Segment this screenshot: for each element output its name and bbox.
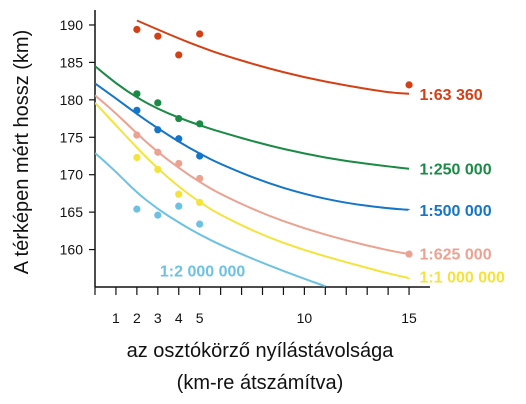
series-curve-163360 xyxy=(136,19,410,95)
data-point-1500000 xyxy=(175,135,183,143)
x-tick-label: 4 xyxy=(175,310,183,326)
data-point-163360 xyxy=(405,81,413,89)
x-tick-label: 3 xyxy=(154,310,162,326)
data-point-11000000 xyxy=(175,190,183,198)
series-curve-12000000 xyxy=(95,152,326,287)
y-tick-label: 190 xyxy=(60,17,84,33)
x-tick-label: 2 xyxy=(133,310,141,326)
data-point-1250000 xyxy=(133,90,141,98)
series-curve-11000000 xyxy=(95,102,411,280)
data-point-163360 xyxy=(175,51,183,59)
data-point-1625000 xyxy=(405,250,413,258)
y-tick-label: 165 xyxy=(60,204,84,220)
series-curve-1500000 xyxy=(95,82,411,211)
x-axis-label-units: (km-re átszámítva) xyxy=(177,372,344,394)
data-point-163360 xyxy=(133,25,141,34)
series-points xyxy=(133,25,413,258)
data-point-12000000 xyxy=(175,202,183,210)
y-tick-label: 185 xyxy=(60,54,84,70)
data-point-1500000 xyxy=(196,152,204,160)
x-tick-label: 10 xyxy=(297,310,313,326)
data-point-11000000 xyxy=(154,165,162,174)
data-point-1625000 xyxy=(154,148,162,156)
axes xyxy=(94,10,430,288)
x-tick-label: 15 xyxy=(401,310,417,326)
x-axis-label: az osztókörző nyílástávolsága xyxy=(127,340,395,362)
data-point-1250000 xyxy=(175,114,183,123)
series-curves xyxy=(95,19,411,287)
y-axis-label: A térképen mért hossz (km) xyxy=(11,30,33,275)
y-tick-label: 175 xyxy=(60,129,84,145)
series-label-163360: 1:63 360 xyxy=(420,87,483,104)
data-point-11000000 xyxy=(196,198,204,207)
x-ticks: 1 2 3 4 5 10 15 xyxy=(94,287,417,326)
data-point-11000000 xyxy=(133,153,141,162)
data-point-1625000 xyxy=(196,174,204,183)
data-point-12000000 xyxy=(133,205,141,213)
series-label-12000000: 1:2 000 000 xyxy=(160,264,246,281)
data-point-12000000 xyxy=(196,220,204,228)
data-point-1250000 xyxy=(196,120,204,128)
series-labels: 1:63 360 1:250 000 1:500 000 1:625 000 1:1 0… xyxy=(160,87,505,287)
data-point-12000000 xyxy=(154,211,162,219)
y-tick-label: 170 xyxy=(60,167,84,183)
y-tick-label: 160 xyxy=(60,242,84,258)
data-point-1250000 xyxy=(154,99,162,107)
series-label-1625000: 1:625 000 xyxy=(420,246,492,263)
series-label-1250000: 1:250 000 xyxy=(420,162,492,179)
data-point-1625000 xyxy=(175,159,183,168)
series-label-11000000: 1:1 000 000 xyxy=(420,270,506,287)
series-label-1500000: 1:500 000 xyxy=(420,203,492,220)
data-point-1500000 xyxy=(133,106,141,114)
y-ticks: 160 165 170 175 180 185 190 xyxy=(60,17,95,258)
x-tick-label: 5 xyxy=(196,310,204,326)
data-point-1625000 xyxy=(133,131,141,139)
series-curve-1625000 xyxy=(95,94,410,256)
data-point-1500000 xyxy=(154,126,162,134)
series-curve-1250000 xyxy=(95,65,410,170)
y-tick-label: 180 xyxy=(60,92,84,108)
x-tick-label: 1 xyxy=(112,310,120,326)
data-point-163360 xyxy=(196,30,204,38)
data-point-163360 xyxy=(154,32,162,40)
